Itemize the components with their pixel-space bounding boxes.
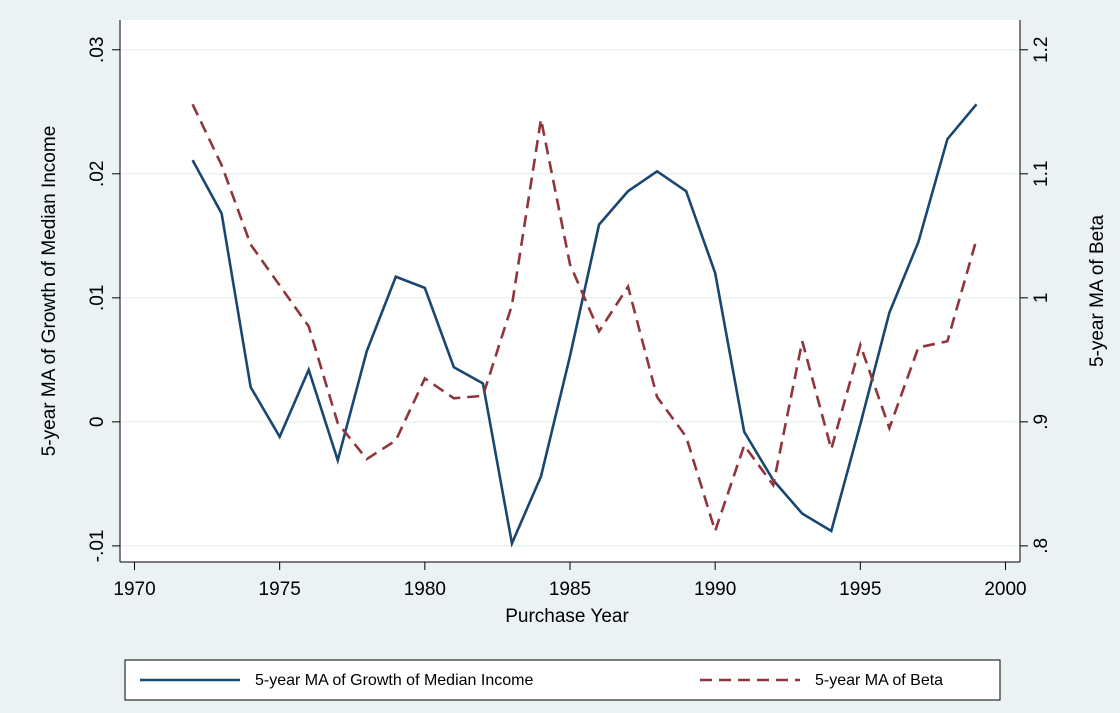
x-tick-label: 2000	[984, 579, 1026, 600]
y2-tick-label: .8	[1031, 538, 1052, 554]
x-tick-label: 1990	[694, 579, 736, 600]
y-tick-label: .01	[87, 285, 108, 311]
x-tick-label: 1970	[113, 579, 155, 600]
x-tick-label: 1995	[839, 579, 881, 600]
legend-box	[124, 659, 1001, 701]
x-tick-label: 1975	[259, 579, 301, 600]
y-axis-title: 5-year MA of Growth of Median Income	[39, 126, 60, 457]
y-tick-label: -.01	[87, 530, 108, 563]
line-series	[191, 103, 978, 548]
plot-area	[120, 20, 1020, 562]
legend-label: 5-year MA of Growth of Median Income	[255, 672, 533, 689]
y-tick-label: 0	[87, 417, 108, 428]
y-tick-label: .03	[87, 37, 108, 63]
y2-tick-label: 1.2	[1031, 37, 1052, 63]
x-tick-label: 1985	[549, 579, 591, 600]
y2-tick-label: 1	[1031, 293, 1052, 304]
y2-axis-title: 5-year MA of Beta	[1087, 215, 1108, 368]
y2-tick-label: .9	[1031, 414, 1052, 430]
line-series	[191, 103, 978, 536]
x-axis-title: Purchase Year	[505, 606, 629, 627]
y-tick-label: .02	[87, 161, 108, 187]
x-tick-label: 1980	[404, 579, 446, 600]
y2-tick-label: 1.1	[1031, 161, 1052, 187]
legend-label: 5-year MA of Beta	[815, 672, 943, 689]
